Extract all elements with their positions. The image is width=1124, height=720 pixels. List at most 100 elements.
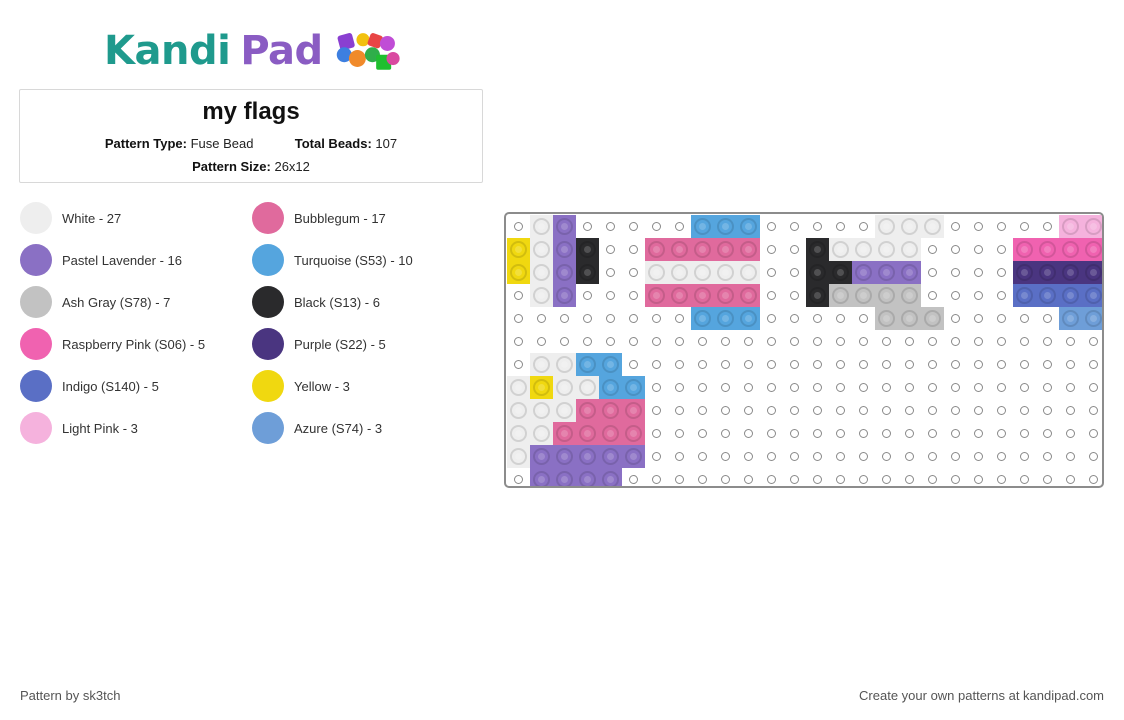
empty-peg bbox=[974, 429, 983, 438]
empty-peg bbox=[721, 406, 730, 415]
bead-ring bbox=[1085, 218, 1102, 235]
bead-hole bbox=[1044, 269, 1051, 276]
bead-ring bbox=[809, 241, 826, 258]
bead-ring bbox=[533, 287, 550, 304]
bead bbox=[714, 284, 737, 307]
bead-ring bbox=[579, 448, 596, 465]
bead-ring bbox=[556, 241, 573, 258]
empty-peg bbox=[652, 452, 661, 461]
legend-label: Purple (S22) - 5 bbox=[294, 336, 386, 352]
bead bbox=[1059, 284, 1082, 307]
empty-peg bbox=[836, 360, 845, 369]
empty-peg bbox=[1020, 360, 1029, 369]
empty-peg bbox=[974, 337, 983, 346]
bead bbox=[714, 238, 737, 261]
empty-peg bbox=[652, 360, 661, 369]
bead bbox=[875, 215, 898, 238]
bead-ring bbox=[1062, 287, 1079, 304]
bead bbox=[599, 422, 622, 445]
bead bbox=[1082, 284, 1102, 307]
empty-peg bbox=[882, 406, 891, 415]
total-beads-label: Total Beads: bbox=[294, 136, 372, 151]
bead-ring bbox=[1085, 310, 1102, 327]
bead-ring bbox=[901, 310, 918, 327]
kandipad-logo[interactable]: Kandi Pad bbox=[104, 26, 404, 76]
empty-peg bbox=[744, 383, 753, 392]
bead-ring bbox=[901, 218, 918, 235]
kandipad-link[interactable]: Create your own patterns at kandipad.com bbox=[859, 688, 1104, 703]
bead-hole bbox=[699, 269, 706, 276]
bead-ring bbox=[1039, 241, 1056, 258]
bead-hole bbox=[584, 476, 591, 483]
bead bbox=[553, 284, 576, 307]
empty-peg bbox=[928, 475, 937, 484]
bead-hole bbox=[837, 292, 844, 299]
bead-hole bbox=[722, 292, 729, 299]
empty-peg bbox=[1066, 475, 1075, 484]
empty-peg bbox=[744, 337, 753, 346]
bead-hole bbox=[653, 246, 660, 253]
bead-ring bbox=[717, 287, 734, 304]
bead bbox=[898, 261, 921, 284]
bead-ring bbox=[1085, 264, 1102, 281]
bead-hole bbox=[722, 246, 729, 253]
empty-peg bbox=[1043, 406, 1052, 415]
empty-peg bbox=[928, 452, 937, 461]
bead-hole bbox=[630, 384, 637, 391]
bead-hole bbox=[929, 315, 936, 322]
bead bbox=[622, 376, 645, 399]
empty-peg bbox=[928, 429, 937, 438]
bead bbox=[737, 261, 760, 284]
empty-peg bbox=[767, 314, 776, 323]
bead-hole bbox=[860, 246, 867, 253]
empty-peg bbox=[675, 360, 684, 369]
bead-hole bbox=[699, 292, 706, 299]
bead-ring bbox=[740, 287, 757, 304]
empty-peg bbox=[882, 360, 891, 369]
empty-peg bbox=[675, 452, 684, 461]
empty-peg bbox=[813, 314, 822, 323]
bead bbox=[553, 353, 576, 376]
empty-peg bbox=[767, 222, 776, 231]
bead-ring bbox=[717, 218, 734, 235]
bead-ring bbox=[533, 448, 550, 465]
bead-ring bbox=[671, 264, 688, 281]
bead bbox=[737, 307, 760, 330]
bead-ring bbox=[878, 241, 895, 258]
bead bbox=[576, 399, 599, 422]
bead bbox=[530, 284, 553, 307]
bead-hole bbox=[561, 246, 568, 253]
empty-peg bbox=[813, 360, 822, 369]
bead-hole bbox=[1090, 315, 1097, 322]
bead bbox=[737, 238, 760, 261]
bead bbox=[530, 422, 553, 445]
bead-ring bbox=[533, 402, 550, 419]
bead bbox=[553, 238, 576, 261]
empty-peg bbox=[767, 383, 776, 392]
bead-ring bbox=[625, 402, 642, 419]
empty-peg bbox=[606, 222, 615, 231]
bead-ring bbox=[556, 379, 573, 396]
bead-ring bbox=[648, 241, 665, 258]
legend-swatch bbox=[20, 328, 52, 360]
bead bbox=[1059, 307, 1082, 330]
bead bbox=[829, 238, 852, 261]
empty-peg bbox=[652, 314, 661, 323]
bead bbox=[1059, 261, 1082, 284]
empty-peg bbox=[790, 337, 799, 346]
empty-peg bbox=[583, 222, 592, 231]
empty-peg bbox=[767, 429, 776, 438]
bead-ring bbox=[740, 264, 757, 281]
bead-hole bbox=[584, 246, 591, 253]
pattern-type-value: Fuse Bead bbox=[190, 136, 254, 151]
bead-ring bbox=[556, 356, 573, 373]
bead bbox=[576, 468, 599, 486]
bead-hole bbox=[883, 315, 890, 322]
bead-hole bbox=[1067, 223, 1074, 230]
empty-peg bbox=[790, 245, 799, 254]
bead-ring bbox=[579, 402, 596, 419]
bead-hole bbox=[538, 476, 545, 483]
bead bbox=[1036, 238, 1059, 261]
bead-ring bbox=[1062, 241, 1079, 258]
bead-hole bbox=[607, 476, 614, 483]
